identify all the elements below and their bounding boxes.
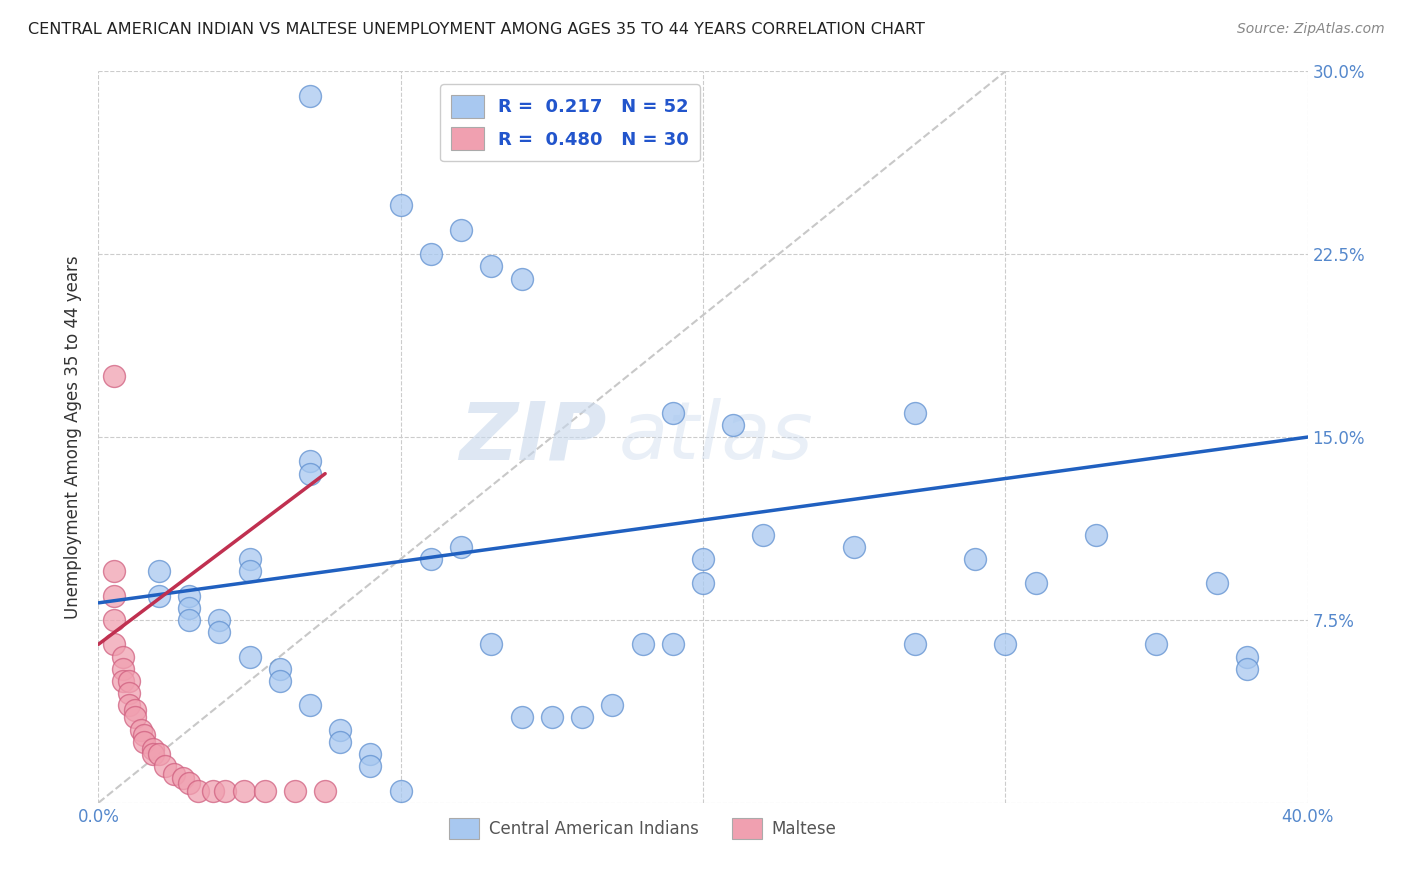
- Point: [1236, 649, 1258, 664]
- Point: [269, 673, 291, 688]
- Point: [111, 662, 134, 676]
- Point: [1144, 637, 1167, 651]
- Y-axis label: Unemployment Among Ages 35 to 44 years: Unemployment Among Ages 35 to 44 years: [65, 255, 83, 619]
- Point: [239, 649, 262, 664]
- Point: [187, 783, 209, 797]
- Point: [129, 723, 152, 737]
- Point: [142, 747, 165, 761]
- Point: [239, 564, 262, 578]
- Point: [208, 625, 231, 640]
- Point: [103, 589, 125, 603]
- Point: [510, 271, 533, 285]
- Point: [994, 637, 1017, 651]
- Point: [329, 723, 352, 737]
- Point: [179, 589, 201, 603]
- Point: [132, 727, 155, 741]
- Point: [163, 766, 186, 780]
- Point: [904, 637, 927, 651]
- Point: [148, 564, 170, 578]
- Point: [111, 649, 134, 664]
- Point: [661, 637, 683, 651]
- Point: [111, 673, 134, 688]
- Point: [389, 783, 412, 797]
- Point: [179, 600, 201, 615]
- Point: [389, 198, 412, 212]
- Point: [692, 552, 714, 566]
- Point: [232, 783, 254, 797]
- Point: [692, 576, 714, 591]
- Point: [118, 673, 141, 688]
- Point: [179, 776, 201, 790]
- Point: [284, 783, 307, 797]
- Point: [208, 613, 231, 627]
- Point: [103, 369, 125, 384]
- Point: [148, 589, 170, 603]
- Point: [602, 698, 624, 713]
- Point: [965, 552, 987, 566]
- Point: [214, 783, 236, 797]
- Point: [103, 564, 125, 578]
- Point: [299, 467, 322, 481]
- Point: [844, 540, 866, 554]
- Text: ZIP: ZIP: [458, 398, 606, 476]
- Point: [360, 747, 382, 761]
- Point: [299, 454, 322, 468]
- Point: [450, 223, 472, 237]
- Point: [172, 772, 194, 786]
- Point: [239, 552, 262, 566]
- Point: [132, 735, 155, 749]
- Point: [269, 662, 291, 676]
- Point: [329, 735, 352, 749]
- Text: atlas: atlas: [619, 398, 813, 476]
- Point: [420, 247, 443, 261]
- Text: Source: ZipAtlas.com: Source: ZipAtlas.com: [1237, 22, 1385, 37]
- Point: [510, 710, 533, 724]
- Point: [103, 637, 125, 651]
- Point: [1236, 662, 1258, 676]
- Text: CENTRAL AMERICAN INDIAN VS MALTESE UNEMPLOYMENT AMONG AGES 35 TO 44 YEARS CORREL: CENTRAL AMERICAN INDIAN VS MALTESE UNEMP…: [28, 22, 925, 37]
- Point: [202, 783, 225, 797]
- Point: [118, 698, 141, 713]
- Point: [481, 637, 503, 651]
- Point: [1206, 576, 1229, 591]
- Point: [118, 686, 141, 700]
- Point: [103, 613, 125, 627]
- Point: [450, 540, 472, 554]
- Point: [661, 406, 683, 420]
- Point: [124, 703, 146, 717]
- Point: [124, 710, 146, 724]
- Point: [571, 710, 593, 724]
- Legend: Central American Indians, Maltese: Central American Indians, Maltese: [441, 811, 844, 846]
- Point: [904, 406, 927, 420]
- Point: [723, 417, 745, 432]
- Point: [142, 742, 165, 756]
- Point: [314, 783, 336, 797]
- Point: [179, 613, 201, 627]
- Point: [420, 552, 443, 566]
- Point: [153, 759, 176, 773]
- Point: [253, 783, 276, 797]
- Point: [481, 260, 503, 274]
- Point: [299, 698, 322, 713]
- Point: [631, 637, 654, 651]
- Point: [1024, 576, 1046, 591]
- Point: [540, 710, 562, 724]
- Point: [148, 747, 170, 761]
- Point: [360, 759, 382, 773]
- Point: [299, 88, 322, 103]
- Point: [1085, 527, 1108, 541]
- Point: [752, 527, 775, 541]
